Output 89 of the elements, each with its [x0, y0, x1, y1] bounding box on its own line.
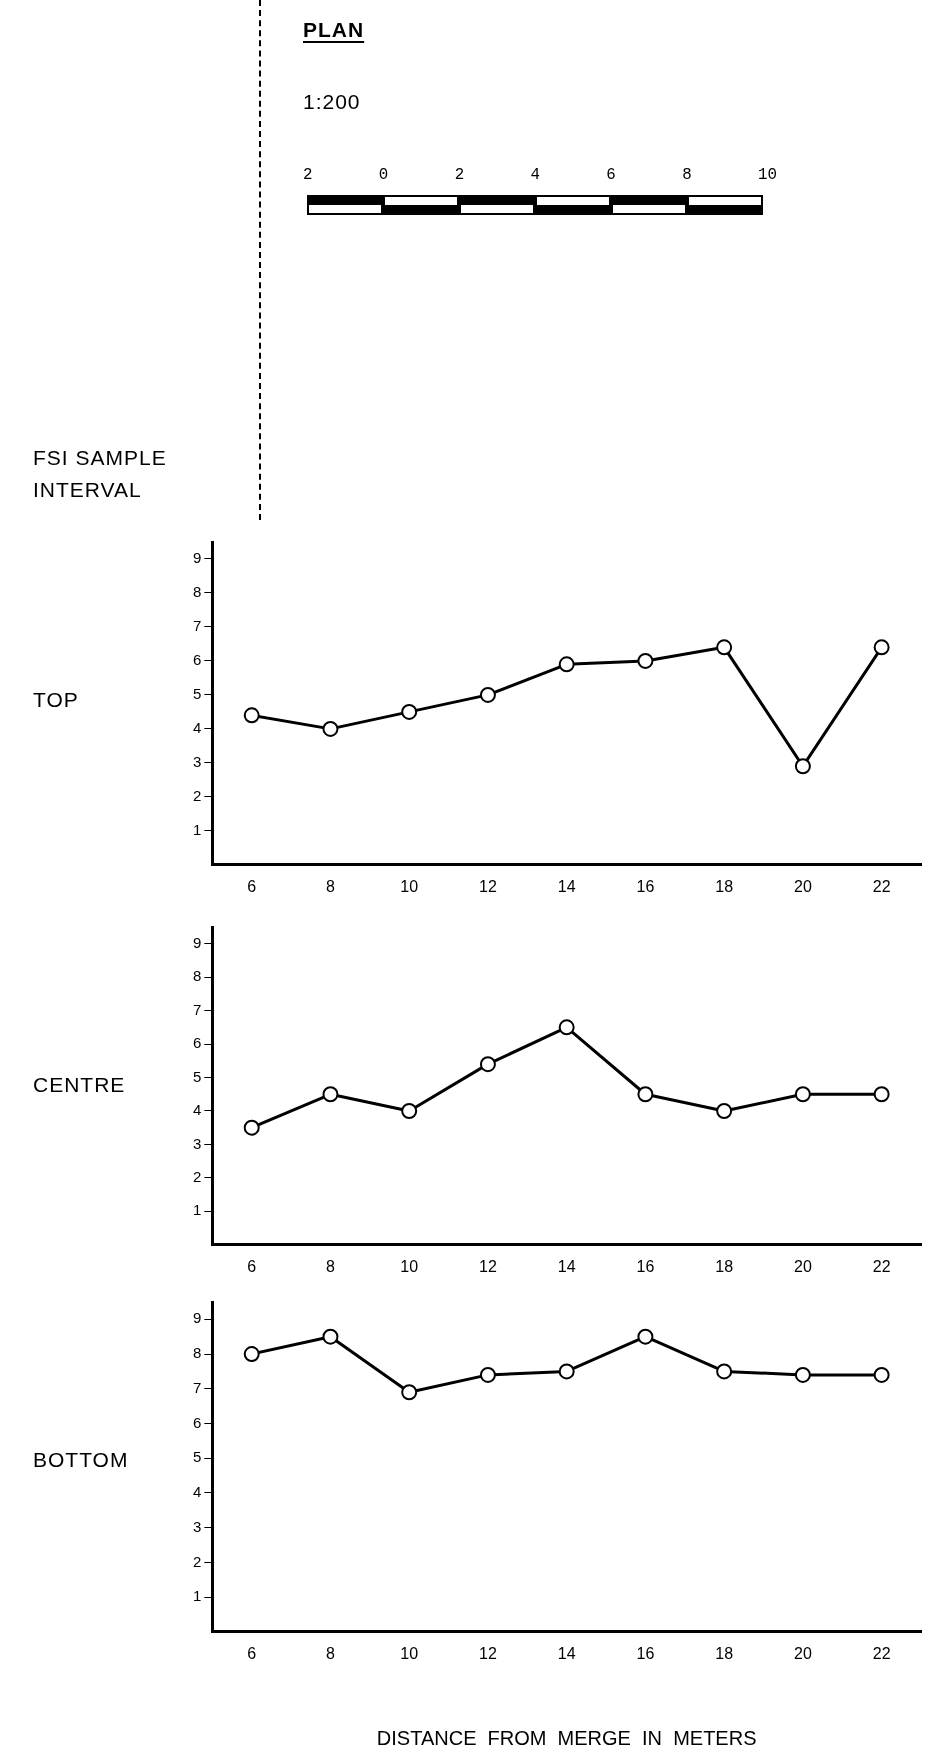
- x-tick-label: 12: [479, 1257, 497, 1275]
- y-tick-label: 7: [193, 1378, 202, 1396]
- y-tick-label: 1: [193, 1587, 202, 1605]
- point: [401, 1384, 418, 1401]
- point: [322, 1086, 339, 1103]
- y-tick-label: 6: [193, 651, 202, 669]
- point: [558, 1019, 575, 1036]
- point: [243, 1346, 260, 1363]
- y-tick-label: 8: [193, 583, 202, 601]
- text: FSI SAMPLE INTERVAL: [33, 445, 168, 503]
- y-tick-label: 5: [193, 685, 202, 703]
- x-tick-label: 6: [247, 1644, 257, 1662]
- x-tick-label: 10: [400, 1644, 419, 1662]
- text: PLAN: [303, 18, 365, 42]
- x-tick-label: 14: [557, 1257, 576, 1275]
- y-tick-label: 3: [193, 1134, 202, 1152]
- x-tick-label: 8: [326, 877, 335, 895]
- text: TOP: [33, 687, 79, 713]
- x-tick-label: 16: [636, 1257, 655, 1275]
- y-tick-label: 4: [193, 1101, 202, 1119]
- x-tick-label: 22: [872, 1257, 891, 1275]
- x-tick-label: 22: [872, 1644, 891, 1662]
- point: [716, 1102, 733, 1119]
- x-tick-label: 6: [247, 1257, 257, 1275]
- x-tick-label: 18: [715, 1257, 734, 1275]
- x-tick-label: 20: [793, 1644, 812, 1662]
- y-tick-label: 2: [193, 1552, 202, 1570]
- point: [637, 1328, 654, 1345]
- x-tick-label: 14: [557, 1644, 576, 1662]
- y-tick-label: 8: [193, 1344, 202, 1362]
- point: [322, 720, 339, 737]
- text: CENTRE: [33, 1072, 126, 1098]
- point: [794, 758, 811, 775]
- x-tick-label: 14: [557, 877, 576, 895]
- x-axis-title: DISTANCE FROM MERGE IN METERS: [376, 1726, 757, 1749]
- point: [479, 1366, 496, 1383]
- y-tick-label: 5: [193, 1448, 202, 1466]
- x-tick-label: 18: [715, 877, 734, 895]
- y-tick-label: 2: [193, 786, 202, 804]
- point: [243, 707, 260, 724]
- point: [401, 1102, 418, 1119]
- y-tick-label: 1: [193, 820, 202, 838]
- y-tick-label: 6: [193, 1413, 202, 1431]
- y-tick-label: 7: [193, 1000, 202, 1018]
- x-tick-label: 8: [326, 1257, 335, 1275]
- point: [716, 1363, 733, 1380]
- point: [873, 1366, 890, 1383]
- y-tick-label: 3: [193, 753, 202, 770]
- x-tick-label: 8: [326, 1644, 335, 1662]
- point: [637, 652, 654, 669]
- point: [637, 1086, 654, 1103]
- x-tick-label: 12: [479, 1644, 497, 1662]
- text: BOTTOM: [33, 1447, 129, 1473]
- x-tick-label: 20: [793, 877, 812, 895]
- y-tick-label: 9: [193, 549, 202, 567]
- point: [401, 703, 418, 720]
- x-tick-label: 6: [247, 877, 257, 895]
- point: [243, 1119, 260, 1136]
- point: [794, 1366, 811, 1383]
- y-tick-label: 6: [193, 1034, 202, 1052]
- x-tick-label: 18: [715, 1644, 734, 1662]
- y-tick-label: 5: [193, 1067, 202, 1085]
- y-tick-label: 8: [193, 967, 202, 985]
- y-tick-label: 9: [193, 933, 202, 951]
- point: [558, 1363, 575, 1380]
- point: [479, 686, 496, 703]
- y-tick-label: 4: [193, 719, 202, 737]
- x-tick-label: 12: [479, 877, 497, 895]
- point: [873, 639, 890, 656]
- point: [479, 1056, 496, 1073]
- y-tick-label: 1: [193, 1201, 202, 1219]
- y-tick-label: 7: [193, 617, 202, 635]
- x-tick-label: 16: [636, 877, 655, 895]
- point: [873, 1086, 890, 1103]
- point: [558, 656, 575, 673]
- point: [794, 1086, 811, 1103]
- text: 1:200: [303, 90, 361, 114]
- y-tick-label: 2: [193, 1168, 202, 1186]
- y-tick-label: 4: [193, 1483, 202, 1501]
- y-tick-label: 3: [193, 1517, 202, 1535]
- x-tick-label: 10: [400, 877, 419, 895]
- text: 2 0 2 4 6 8 10: [303, 166, 777, 184]
- x-tick-label: 16: [636, 1644, 655, 1662]
- point: [716, 639, 733, 656]
- point: [322, 1328, 339, 1345]
- x-tick-label: 10: [400, 1257, 419, 1275]
- x-tick-label: 22: [872, 877, 891, 895]
- y-tick-label: 9: [193, 1309, 202, 1327]
- x-tick-label: 20: [793, 1257, 812, 1275]
